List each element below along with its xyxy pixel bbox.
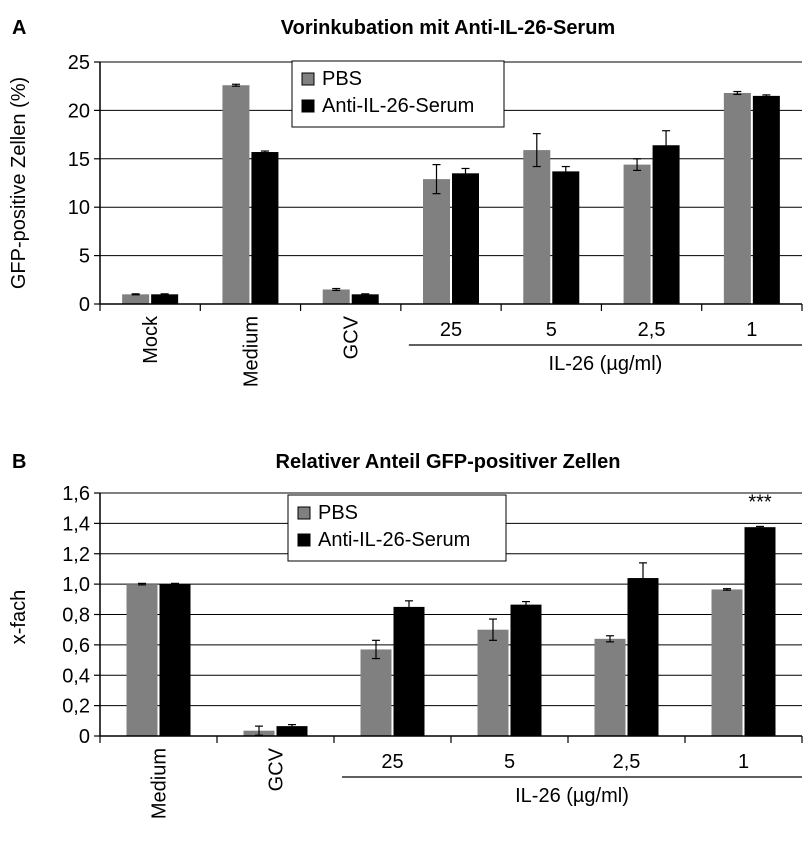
a-bar-pbs [322, 289, 350, 304]
b-bar-pbs [711, 589, 743, 736]
b-legend-label: PBS [318, 502, 358, 524]
b-bar-pbs [477, 629, 509, 736]
b-ytick-label: 0,2 [62, 696, 90, 718]
b-bar-pbs [594, 638, 626, 736]
a-ytick-label: 20 [68, 100, 90, 122]
a-bar-pbs [723, 92, 751, 304]
b-bar-serum [159, 584, 191, 736]
a-xtick-label: 5 [546, 319, 557, 341]
panel-b-chart: 0 0,2 0,4 0,6 0,8 1,0 1,2 1,4 1,6 Medium GCV 25 5 2,5… [62, 483, 803, 819]
a-bar-serum [452, 173, 479, 304]
panel-a-ylabel: GFP-positive Zellen (%) [8, 77, 30, 289]
b-bar-pbs [360, 649, 392, 736]
panel-b-label: B [12, 451, 26, 473]
b-bar-serum [510, 604, 542, 736]
b-annotation: *** [748, 491, 772, 513]
b-bar-pbs [126, 584, 158, 736]
a-ytick-label: 10 [68, 197, 90, 219]
a-bar-serum [552, 171, 580, 304]
a-ytick-label: 25 [68, 52, 90, 74]
b-legend-swatch [297, 533, 311, 547]
a-xtick-label: 1 [746, 319, 757, 341]
panel-a-chart: 0 5 10 15 20 25 Mock Medium GCV 25 5 2,5 1 IL-26 (µg/… [68, 52, 803, 387]
b-xtick-label: Medium [149, 748, 171, 819]
a-legend-swatch [301, 72, 315, 86]
b-xtick-label: 1 [738, 751, 749, 773]
a-xtick-label: Medium [240, 316, 262, 387]
a-ytick-label: 15 [68, 149, 90, 171]
b-bar-serum [393, 606, 425, 736]
a-bar-serum [251, 152, 279, 304]
a-xtick-label: 2,5 [638, 319, 666, 341]
b-xtick-label: 5 [504, 751, 515, 773]
a-ytick-label: 0 [79, 294, 90, 316]
a-legend-box [291, 60, 505, 128]
b-ytick-label: 0,8 [62, 605, 90, 627]
b-ytick-label: 1,2 [62, 544, 90, 566]
a-legend-label: PBS [322, 68, 362, 90]
b-ytick-label: 0 [79, 726, 90, 748]
b-ytick-label: 1,6 [62, 483, 90, 505]
b-xtick-label: 2,5 [613, 751, 641, 773]
b-xtick-label: 25 [381, 751, 403, 773]
b-bar-serum [744, 527, 776, 736]
a-legend-label: Anti-IL-26-Serum [322, 95, 474, 117]
a-xtick-label: GCV [341, 315, 363, 359]
b-legend-label: Anti-IL-26-Serum [318, 529, 470, 551]
a-bar-pbs [222, 85, 250, 305]
a-bar-pbs [423, 179, 450, 304]
panel-a-title: Vorinkubation mit Anti-IL-26-Serum [281, 17, 615, 39]
b-bar-serum [627, 578, 659, 736]
b-group-label: IL-26 (µg/ml) [515, 785, 629, 807]
b-ytick-label: 1,0 [62, 574, 90, 596]
a-bar-pbs [122, 294, 150, 304]
a-bar-serum [652, 145, 680, 304]
a-bar-pbs [523, 150, 551, 304]
a-bar-pbs [623, 164, 651, 304]
a-bar-serum [151, 294, 179, 304]
b-xtick-label: GCV [266, 747, 288, 791]
a-ytick-label: 5 [79, 246, 90, 268]
b-legend-box [287, 494, 507, 562]
b-ytick-label: 0,6 [62, 635, 90, 657]
b-ytick-label: 1,4 [62, 513, 90, 535]
a-bar-serum [351, 294, 379, 304]
a-group-label: IL-26 (µg/ml) [549, 353, 663, 375]
panel-a-label: A [12, 17, 26, 39]
a-bar-serum [752, 95, 780, 304]
a-xtick-label: 25 [440, 319, 462, 341]
a-legend-swatch [301, 99, 315, 113]
panel-b-ylabel: x-fach [8, 590, 30, 644]
b-ytick-label: 0,4 [62, 665, 90, 687]
a-xtick-label: Mock [140, 315, 162, 364]
panel-b-title: Relativer Anteil GFP-positiver Zellen [276, 451, 621, 473]
b-legend-swatch [297, 506, 311, 520]
b-bar-serum [276, 726, 308, 736]
